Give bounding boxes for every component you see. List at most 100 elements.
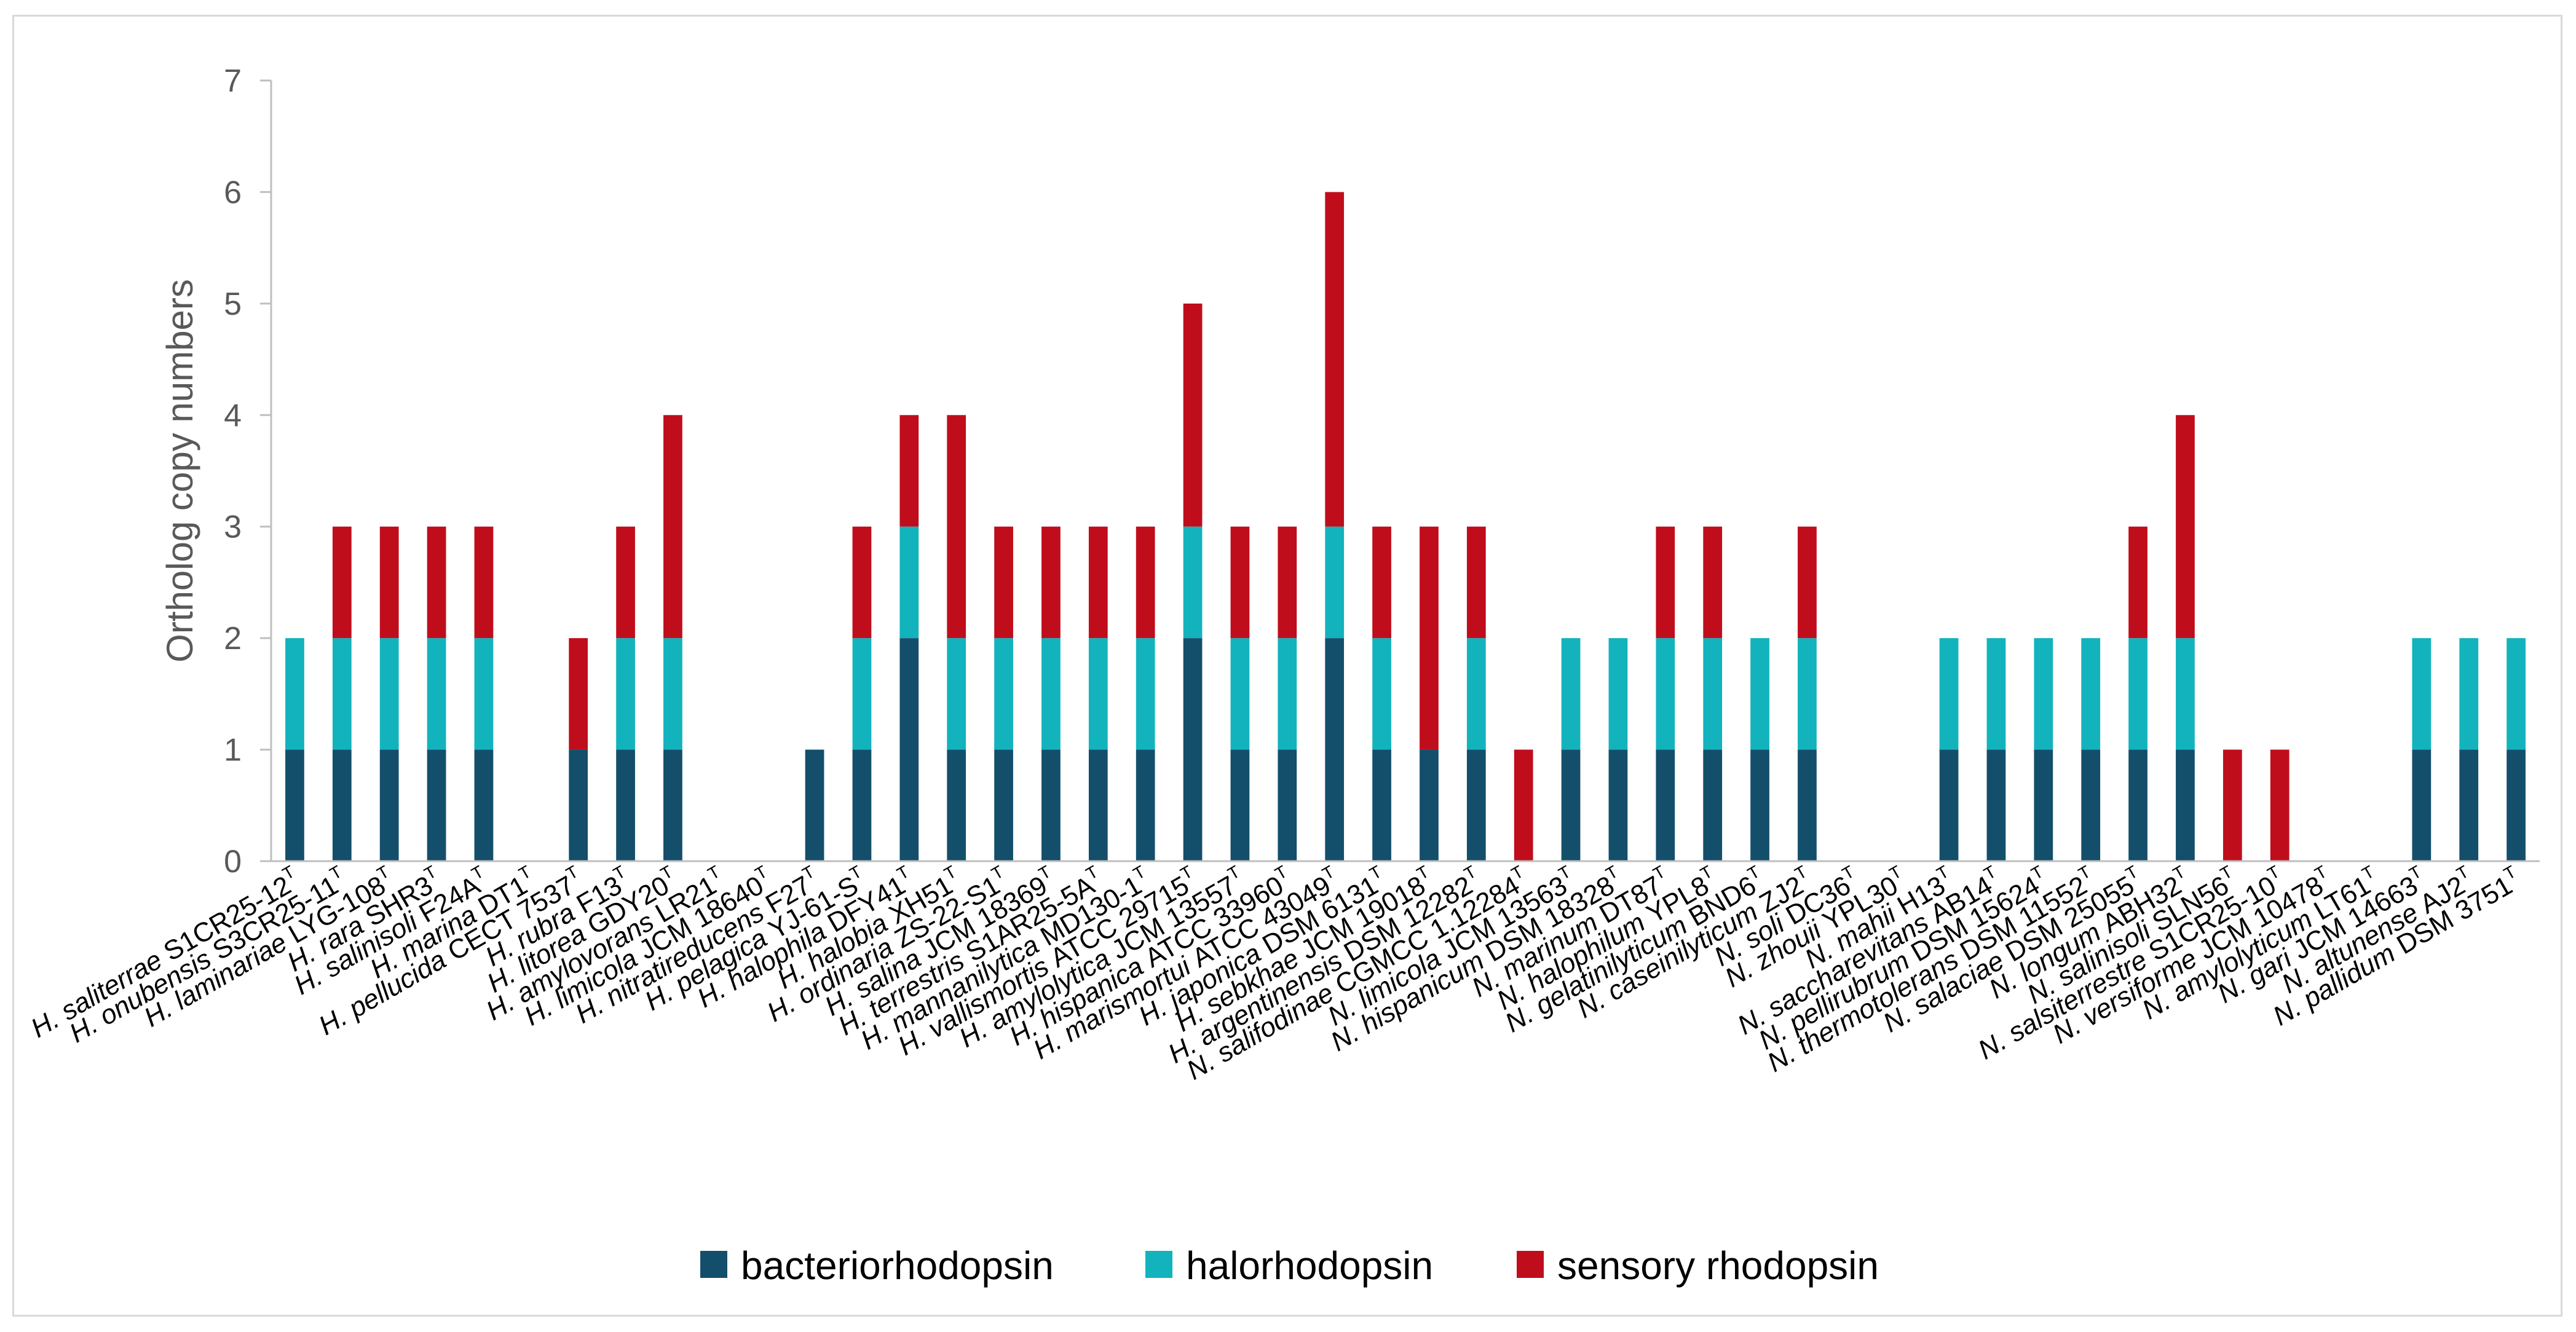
bar-segment-halorhodopsin	[474, 638, 494, 750]
bar-segment-halorhodopsin	[1372, 638, 1391, 750]
bar-segment-bacteriorhodopsin	[1561, 749, 1581, 861]
legend: bacteriorhodopsin halorhodopsin sensory rh…	[700, 1243, 1879, 1288]
bar-segment-sensory-rhodopsin	[1703, 526, 1723, 639]
bar-segment-halorhodopsin	[1466, 638, 1486, 750]
bar-segment-bacteriorhodopsin	[947, 749, 966, 861]
y-tick-label: 2	[224, 621, 242, 656]
bar-segment-halorhodopsin	[1136, 638, 1155, 750]
bar-segment-halorhodopsin	[1750, 638, 1769, 750]
bar-segment-halorhodopsin	[2507, 638, 2526, 750]
bar-segment-halorhodopsin	[994, 638, 1013, 750]
bar-segment-sensory-rhodopsin	[427, 526, 446, 639]
bar-segment-sensory-rhodopsin	[1372, 526, 1391, 639]
bar-segment-sensory-rhodopsin	[1230, 526, 1250, 639]
bar-segment-halorhodopsin	[1939, 638, 1959, 750]
bar-segment-sensory-rhodopsin	[379, 526, 399, 639]
bar-segment-bacteriorhodopsin	[1466, 749, 1486, 861]
bar-segment-bacteriorhodopsin	[994, 749, 1013, 861]
y-axis-label: Ortholog copy numbers	[159, 279, 200, 663]
bar-segment-bacteriorhodopsin	[285, 749, 304, 861]
y-tick-label: 5	[224, 286, 242, 322]
bar-segment-bacteriorhodopsin	[899, 638, 919, 861]
bar-segment-bacteriorhodopsin	[1798, 749, 1817, 861]
bar-segment-bacteriorhodopsin	[1939, 749, 1959, 861]
bar-segment-bacteriorhodopsin	[852, 749, 872, 861]
bar-segment-bacteriorhodopsin	[1041, 749, 1061, 861]
bar-segment-halorhodopsin	[852, 638, 872, 750]
bar-segment-sensory-rhodopsin	[1514, 749, 1533, 861]
bar-segment-halorhodopsin	[1041, 638, 1061, 750]
bar-segment-halorhodopsin	[2459, 638, 2479, 750]
bar-segment-sensory-rhodopsin	[1798, 526, 1817, 639]
bar-segment-bacteriorhodopsin	[2507, 749, 2526, 861]
bar-segment-bacteriorhodopsin	[1608, 749, 1628, 861]
bar-segment-halorhodopsin	[285, 638, 304, 750]
legend-swatch-halorhodopsin	[1145, 1251, 1172, 1278]
legend-label-halorhodopsin: halorhodopsin	[1186, 1243, 1433, 1288]
y-tick-label: 0	[224, 844, 242, 880]
bar-segment-bacteriorhodopsin	[1230, 749, 1250, 861]
bar-segment-bacteriorhodopsin	[1656, 749, 1675, 861]
y-tick-label: 6	[224, 175, 242, 210]
bar-segment-halorhodopsin	[1278, 638, 1297, 750]
bar-segment-bacteriorhodopsin	[805, 749, 824, 861]
bar-segment-bacteriorhodopsin	[1136, 749, 1155, 861]
bar-segment-bacteriorhodopsin	[1986, 749, 2006, 861]
bar-segment-halorhodopsin	[1230, 638, 1250, 750]
bar-segment-halorhodopsin	[1986, 638, 2006, 750]
bar-segment-halorhodopsin	[1703, 638, 1723, 750]
bar-segment-halorhodopsin	[1656, 638, 1675, 750]
bar-segment-sensory-rhodopsin	[663, 415, 682, 639]
bar-segment-bacteriorhodopsin	[1703, 749, 1723, 861]
bar-segment-sensory-rhodopsin	[899, 415, 919, 527]
bar-segment-halorhodopsin	[2412, 638, 2432, 750]
bar-segment-sensory-rhodopsin	[2222, 749, 2242, 861]
legend-label-sensory-rhodopsin: sensory rhodopsin	[1557, 1243, 1879, 1288]
bar-segment-bacteriorhodopsin	[474, 749, 494, 861]
bar-segment-bacteriorhodopsin	[663, 749, 682, 861]
bar-segment-bacteriorhodopsin	[2081, 749, 2101, 861]
bar-segment-bacteriorhodopsin	[1325, 638, 1345, 861]
bar-segment-sensory-rhodopsin	[2176, 415, 2195, 639]
bar-segment-bacteriorhodopsin	[332, 749, 352, 861]
bar-segment-halorhodopsin	[1088, 638, 1108, 750]
bar-segment-sensory-rhodopsin	[947, 415, 966, 639]
bar-segment-halorhodopsin	[947, 638, 966, 750]
bar-segment-bacteriorhodopsin	[2128, 749, 2147, 861]
bar-segment-halorhodopsin	[663, 638, 682, 750]
y-tick-label: 4	[224, 398, 242, 433]
bar-segment-bacteriorhodopsin	[2176, 749, 2195, 861]
bar-segment-sensory-rhodopsin	[1325, 192, 1345, 527]
bar-segment-bacteriorhodopsin	[427, 749, 446, 861]
bar-segment-bacteriorhodopsin	[1372, 749, 1391, 861]
bar-segment-bacteriorhodopsin	[616, 749, 635, 861]
bar-segment-halorhodopsin	[1561, 638, 1581, 750]
bar-segment-bacteriorhodopsin	[569, 749, 588, 861]
bar-segment-bacteriorhodopsin	[2034, 749, 2053, 861]
bar-segment-sensory-rhodopsin	[1466, 526, 1486, 639]
y-tick-label: 1	[224, 733, 242, 768]
bar-segment-halorhodopsin	[1608, 638, 1628, 750]
bar-segment-bacteriorhodopsin	[379, 749, 399, 861]
bar-segment-sensory-rhodopsin	[332, 526, 352, 639]
bar-segment-sensory-rhodopsin	[1420, 526, 1439, 750]
bar-segment-sensory-rhodopsin	[1136, 526, 1155, 639]
bar-segment-halorhodopsin	[379, 638, 399, 750]
y-tick-label: 3	[224, 510, 242, 545]
bar-segment-bacteriorhodopsin	[1278, 749, 1297, 861]
bar-segment-halorhodopsin	[332, 638, 352, 750]
bar-segment-sensory-rhodopsin	[1278, 526, 1297, 639]
legend-label-bacteriorhodopsin: bacteriorhodopsin	[741, 1243, 1054, 1288]
bar-segment-bacteriorhodopsin	[2459, 749, 2479, 861]
bar-segment-bacteriorhodopsin	[2412, 749, 2432, 861]
bar-segment-halorhodopsin	[2034, 638, 2053, 750]
bar-segment-halorhodopsin	[2081, 638, 2101, 750]
bar-segment-halorhodopsin	[899, 526, 919, 639]
bar-segment-halorhodopsin	[2128, 638, 2147, 750]
bar-segment-halorhodopsin	[1183, 526, 1203, 639]
bar-segment-bacteriorhodopsin	[1088, 749, 1108, 861]
bar-segment-sensory-rhodopsin	[569, 638, 588, 750]
bar-segment-bacteriorhodopsin	[1420, 749, 1439, 861]
